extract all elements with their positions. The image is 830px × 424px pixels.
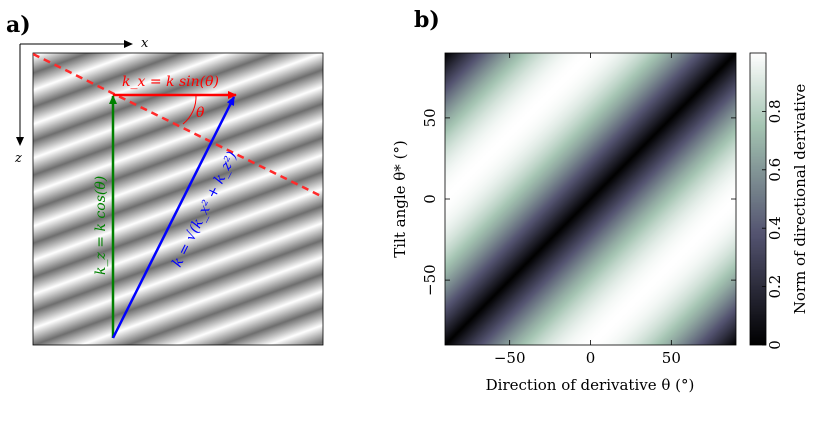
colorbar-tick-label: 0.8 [766, 99, 784, 123]
panel-b-label: b) [414, 7, 440, 33]
colorbar-ticks: 0 0.2 0.4 0.6 0.8 [762, 99, 784, 350]
y-tick-label: 0 [421, 194, 439, 204]
colorbar-title: Norm of directional derivative [791, 84, 809, 315]
x-axis-label: x [141, 36, 149, 51]
heatmap-ticks: −50 0 50 −50 0 50 [421, 53, 736, 367]
kz-label: k_z = k cos(θ) [93, 176, 109, 275]
colorbar-image [750, 53, 766, 345]
colorbar-frame [749, 52, 767, 346]
z-axis-label: z [14, 151, 22, 166]
x-axis-title: Direction of derivative θ (°) [486, 376, 695, 394]
colorbar-tick-label: 0.6 [766, 158, 784, 182]
k-vector [111, 96, 236, 339]
panel-a-label: a) [6, 12, 31, 38]
theta-arc [182, 94, 197, 125]
x-tick-label: −50 [494, 349, 526, 367]
y-axis-title: Tilt angle θ* (°) [391, 140, 409, 258]
y-tick-label: −50 [421, 264, 439, 296]
y-tick-label: 50 [421, 108, 439, 127]
x-tick-label: 0 [586, 349, 596, 367]
colorbar-tick-label: 0.2 [766, 275, 784, 299]
wave-field [32, 52, 324, 346]
colorbar-tick-label: 0.4 [766, 216, 784, 240]
colorbar-tick-label: 0 [766, 340, 784, 350]
theta-label: θ [196, 105, 205, 121]
x-tick-label: 50 [662, 349, 681, 367]
heatmap [444, 52, 737, 346]
wavefront-line [33, 53, 323, 199]
heatmap-image [445, 53, 736, 345]
kx-label: k_x = k sin(θ) [122, 74, 219, 90]
